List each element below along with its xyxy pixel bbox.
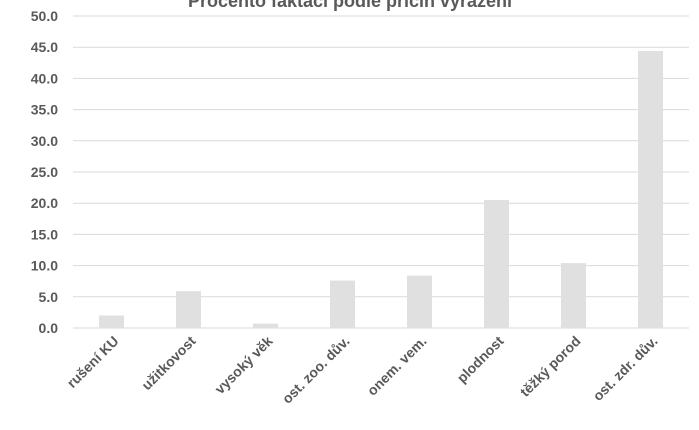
bar [330, 281, 355, 328]
x-axis-category-labels: rušení KU užitkovost vysoký věk ost. zoo. d… [64, 333, 661, 407]
x-category-label: ost. zdr. dův. [590, 333, 661, 404]
y-tick-label: 40.0 [31, 70, 58, 86]
y-tick-label: 20.0 [31, 195, 58, 211]
bar [176, 291, 201, 328]
bar [484, 200, 509, 328]
gridlines [73, 16, 689, 328]
bar [407, 276, 432, 328]
bar [253, 324, 278, 328]
bar [99, 316, 124, 328]
y-tick-label: 15.0 [31, 226, 58, 242]
chart-title: Procento faktací podle příčin vyřazení [188, 0, 513, 11]
y-tick-label: 10.0 [31, 258, 58, 274]
x-category-label: užitkovost [138, 333, 199, 394]
x-category-label: plodnost [454, 333, 507, 386]
y-tick-label: 50.0 [31, 8, 58, 24]
y-tick-label: 5.0 [39, 289, 59, 305]
bars [99, 51, 663, 328]
x-category-label: rušení KU [64, 333, 122, 391]
y-axis-tick-labels: 0.0 5.0 10.0 15.0 20.0 25.0 30.0 35.0 40.0 45.0 50… [31, 8, 58, 336]
x-category-label: vysoký věk [211, 333, 275, 397]
y-tick-label: 45.0 [31, 39, 58, 55]
y-tick-label: 30.0 [31, 133, 58, 149]
bar [561, 263, 586, 328]
bar [638, 51, 663, 328]
x-category-label: těžký porod [517, 333, 584, 400]
x-category-label: onem. vem. [364, 333, 430, 399]
y-tick-label: 35.0 [31, 102, 58, 118]
y-tick-label: 25.0 [31, 164, 58, 180]
y-tick-label: 0.0 [39, 320, 59, 336]
x-category-label: ost. zoo. dův. [279, 333, 353, 407]
